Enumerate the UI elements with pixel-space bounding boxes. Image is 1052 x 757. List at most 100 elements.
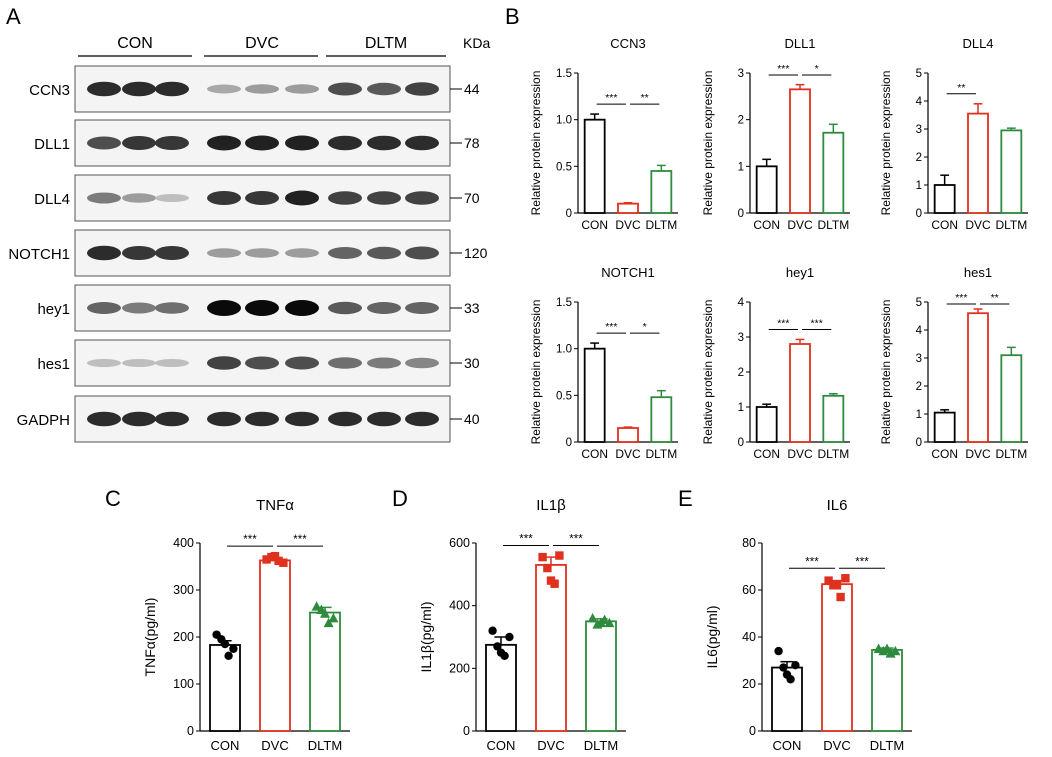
y-tick-label: 0 xyxy=(749,724,756,738)
protein-band xyxy=(155,411,189,427)
bar-chart: hes1 Relative protein expression 0 1 2 3 4 5 CON… xyxy=(879,265,1028,461)
protein-band xyxy=(367,82,401,96)
y-tick-label: 1.0 xyxy=(556,344,572,356)
x-tick-label: DVC xyxy=(615,447,641,461)
protein-label: GADPH xyxy=(17,412,70,429)
bar xyxy=(789,88,811,214)
y-axis-label: Relative protein expression xyxy=(701,71,715,216)
y-tick-label: 40 xyxy=(742,630,756,644)
blot-row: DLL4 70 xyxy=(34,174,480,222)
y-tick-label: 3 xyxy=(738,68,744,80)
chart-title: DLL1 xyxy=(784,36,815,51)
blot-row: CCN3 44 xyxy=(29,65,480,113)
protein-band xyxy=(122,136,156,150)
protein-band xyxy=(155,246,189,260)
y-tick-label: 3 xyxy=(916,124,922,136)
bar-chart: IL6 IL6(pg/ml) 0 20 40 60 80 CON DVC DLTM *** *** xyxy=(704,497,912,753)
data-point xyxy=(587,613,598,623)
y-tick-label: 2 xyxy=(738,367,744,379)
significance-label: *** xyxy=(811,317,823,329)
y-tick-label: 0 xyxy=(738,437,744,449)
y-tick-label: 100 xyxy=(173,677,194,691)
bar-chart: DLL1 Relative protein expression 0 1 2 3 CON DV… xyxy=(701,36,850,232)
data-point xyxy=(824,576,833,585)
kda-value: 40 xyxy=(464,411,480,427)
bar xyxy=(650,396,673,443)
x-tick-label: DLTM xyxy=(645,447,677,461)
y-axis-label: Relative protein expression xyxy=(879,300,893,445)
protein-band xyxy=(207,84,241,94)
data-point xyxy=(538,552,547,562)
x-tick-label: DVC xyxy=(261,738,288,753)
data-point xyxy=(596,617,606,628)
protein-band xyxy=(245,191,279,205)
protein-band xyxy=(122,246,156,260)
protein-band xyxy=(122,411,156,427)
y-tick-label: 1 xyxy=(738,161,744,173)
y-tick-label: 0 xyxy=(463,724,470,738)
bar xyxy=(1000,129,1023,214)
y-axis-label: TNFα(pg/ml) xyxy=(142,598,158,677)
y-tick-label: 0 xyxy=(566,208,572,220)
x-tick-label: DLTM xyxy=(870,738,904,753)
bar xyxy=(933,184,956,214)
data-point xyxy=(505,632,514,642)
blot-group-label: DVC xyxy=(245,35,279,52)
protein-band xyxy=(367,191,401,205)
bar xyxy=(755,406,778,443)
bar xyxy=(822,394,845,443)
bar-chart: CCN3 Relative protein expression 0 0.5 1.0 1.… xyxy=(529,36,678,232)
y-tick-label: 4 xyxy=(738,297,745,309)
significance-label: *** xyxy=(855,556,869,568)
y-tick-label: 0 xyxy=(916,437,922,449)
y-tick-label: 3 xyxy=(738,332,744,344)
protein-band xyxy=(367,411,401,427)
x-tick-label: DVC xyxy=(787,218,813,232)
chart-title: hey1 xyxy=(786,265,814,280)
protein-band xyxy=(367,357,401,369)
bar xyxy=(535,564,567,732)
y-axis-label: Relative protein expression xyxy=(701,300,715,445)
y-tick-label: 300 xyxy=(173,583,194,597)
data-point xyxy=(496,648,506,657)
blot-header: CON DVC DLTM KDa xyxy=(78,35,490,57)
protein-band xyxy=(328,191,362,205)
data-point xyxy=(488,626,497,635)
y-tick-label: 4 xyxy=(916,96,923,108)
y-tick-label: 1.0 xyxy=(556,115,572,127)
data-point xyxy=(311,601,322,611)
data-point xyxy=(262,555,271,564)
bar xyxy=(933,411,956,443)
y-tick-label: 2 xyxy=(916,152,922,164)
bar xyxy=(583,118,606,214)
significance-label: *** xyxy=(777,317,789,329)
data-point xyxy=(882,643,892,653)
protein-band xyxy=(328,247,362,259)
y-tick-label: 0 xyxy=(738,208,744,220)
significance-label: ** xyxy=(641,92,649,104)
data-point xyxy=(274,556,283,566)
x-tick-label: CON xyxy=(581,218,608,232)
significance-label: *** xyxy=(293,534,307,546)
significance-label: *** xyxy=(243,534,257,546)
panel-label-e: E xyxy=(678,486,693,511)
x-tick-label: DLTM xyxy=(995,447,1027,461)
x-tick-label: CON xyxy=(931,218,958,232)
significance-label: ** xyxy=(957,82,965,94)
chart-title: hes1 xyxy=(964,265,992,280)
panel-label-b: B xyxy=(505,4,520,29)
blot-group-label: DLTM xyxy=(365,35,407,52)
protein-band xyxy=(328,135,362,151)
protein-band xyxy=(87,359,121,367)
y-tick-label: 200 xyxy=(173,630,194,644)
chart-title: TNFα xyxy=(256,497,294,514)
protein-band xyxy=(285,300,319,316)
y-tick-label: 2 xyxy=(738,115,744,127)
protein-band xyxy=(155,136,189,150)
y-tick-label: 400 xyxy=(173,536,194,550)
protein-band xyxy=(122,81,156,97)
y-axis-label: Relative protein expression xyxy=(529,300,543,445)
protein-band xyxy=(87,411,121,427)
protein-band xyxy=(285,248,319,258)
significance-label: ** xyxy=(991,292,999,304)
